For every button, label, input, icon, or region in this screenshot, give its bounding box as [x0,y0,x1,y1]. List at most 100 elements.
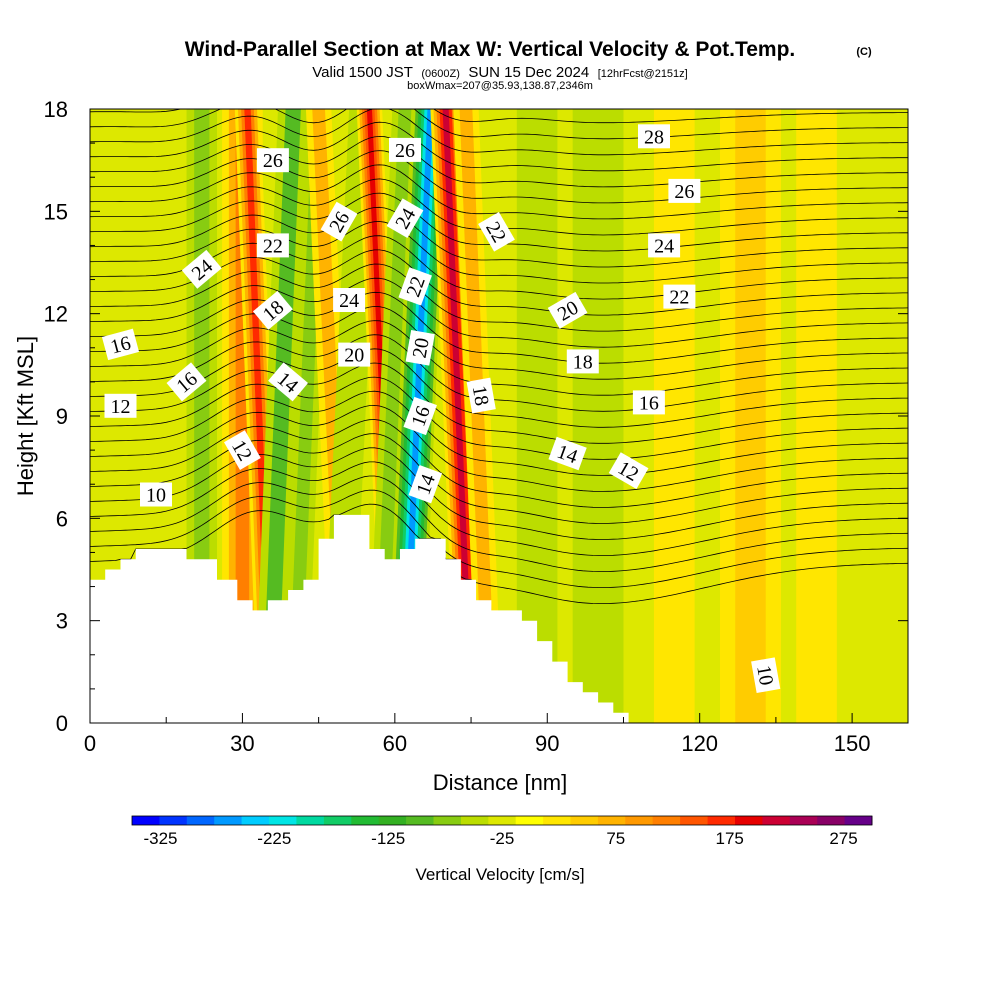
colorbar-tick-label: 275 [829,829,857,848]
label-box [408,465,443,504]
isentrope-line [90,121,908,172]
y-tick-label: 0 [56,711,68,736]
label-box [140,482,172,507]
label-box [224,430,261,470]
subtitle-valid: Valid 1500 JST [312,64,413,81]
colorbar-swatch [323,816,352,825]
isentrope-label: 18 [566,349,599,374]
copyright-mark: (C) [856,46,872,58]
colorbar-swatch [406,816,434,825]
label-box [548,436,587,471]
y-tick-label: 15 [44,199,68,224]
y-tick-label: 9 [56,404,68,429]
x-tick-label: 30 [230,731,254,756]
velocity-cell [796,109,837,723]
isentrope-value: 18 [573,351,593,373]
isentrope-line [90,291,908,364]
isentrope-line [90,433,908,524]
isentrope-label: 16 [166,362,207,402]
y-tick-label: 12 [44,302,68,327]
isentrope-line [90,263,908,332]
isentrope-line [90,221,908,284]
velocity-cell [653,109,695,723]
velocity-band [459,109,493,635]
isentrope-label: 12 [104,393,137,418]
isentrope-line [90,503,908,604]
isentrope-line [90,390,908,476]
isentrope-line [90,475,908,573]
colorbar-swatch [296,816,325,825]
x-tick-label: 90 [535,731,559,756]
vertical-velocity-field [186,109,837,723]
velocity-band [796,109,837,723]
isentrope-line [90,348,908,428]
colorbar-swatch [652,816,681,825]
label-box [256,233,289,258]
isentrope-value: 16 [639,392,659,414]
isentrope-label: 26 [389,137,421,162]
isentrope-value: 22 [669,287,689,309]
chart-subtitle: Valid 1500 JST (0600Z) SUN 15 Dec 2024 [… [312,64,687,81]
isentrope-line [90,206,908,268]
colorbar-tick-label: -225 [257,829,291,848]
colorbar-tick-label: 75 [606,829,625,848]
isentrope-line [90,249,908,316]
isentrope-label: 18 [466,377,496,414]
colorbar-swatch [844,816,873,825]
velocity-cell [516,109,558,676]
colorbar-swatch [378,816,407,825]
isentrope-label: 26 [668,178,701,203]
colorbar-swatch [214,816,243,825]
velocity-cell [186,109,218,594]
isentrope-line [90,461,908,556]
x-axis-label: Distance [nm] [433,770,568,795]
label-box [608,452,649,489]
velocity-band [735,109,766,723]
colorbar-swatch [543,816,571,825]
isentrope-value: 22 [263,235,283,257]
isentrope-label: 26 [256,148,289,173]
isentrope-value: 12 [111,396,131,418]
label-box [751,657,781,694]
isentrope-line [90,334,908,412]
label-box [466,377,496,414]
colorbar-label: Vertical Velocity [cm/s] [415,865,584,884]
isentrope-label: 28 [638,124,670,149]
subtitle-utc: (0600Z) [421,68,460,80]
colorbar-tick-label: -125 [371,829,405,848]
velocity-band [194,109,210,594]
isentrope-value: 10 [146,485,166,507]
colorbar-tick-label: -25 [490,829,515,848]
isentrope-label: 20 [405,329,435,366]
x-tick-label: 60 [383,731,407,756]
label-box [101,328,140,361]
velocity-cell [572,109,624,723]
isentrope-line [90,135,908,188]
velocity-cell [720,109,781,723]
x-axis: 0 30 60 90 120 150 [84,713,870,756]
isentrope-line [90,109,908,156]
isentrope-value: 26 [674,181,694,203]
y-axis: 0 3 6 9 12 15 18 [44,97,908,736]
colorbar-swatch [433,816,462,825]
colorbar-swatch [735,816,763,825]
isentrope-value: 24 [339,290,359,312]
label-box [389,137,421,162]
label-box [320,201,358,242]
isentrope-label: 16 [101,328,140,361]
isentrope-label: 22 [256,233,289,258]
label-box [648,233,681,258]
isentrope-line [90,320,908,396]
velocity-cell [453,109,499,635]
isentrope-value: 28 [644,126,664,148]
colorbar-swatch [488,816,517,825]
isentrope-value: 24 [654,235,674,257]
isentrope-line [90,109,908,124]
colorbar-swatch [186,816,215,825]
isentrope-value: 26 [395,140,415,162]
colorbar-swatch [351,816,380,825]
label-box [632,390,665,415]
isentrope-label: 20 [338,342,371,367]
colorbar-swatch [241,816,270,825]
